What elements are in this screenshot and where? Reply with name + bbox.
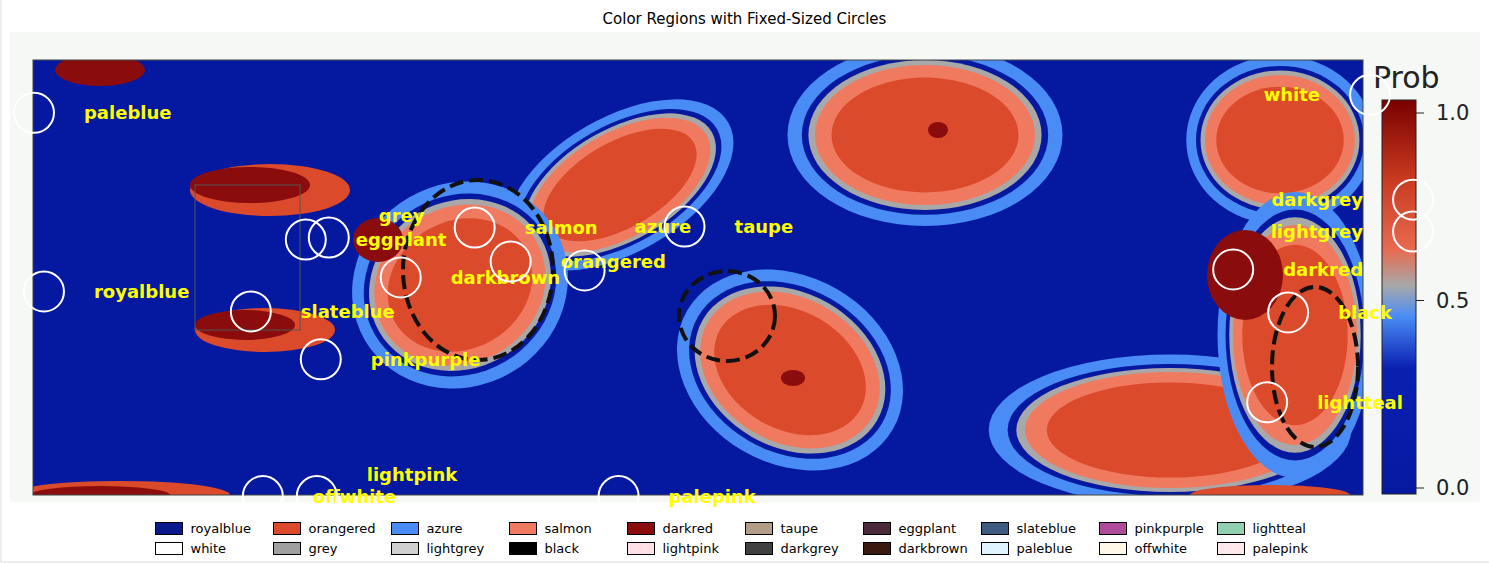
svg-text:darkbrown: darkbrown [451,267,560,288]
html-text:royalblue: royalblue [190,520,251,536]
svg-text:1.0: 1.0 [1436,101,1469,125]
html-text:taupe: taupe [780,520,819,536]
svg-text:0.0: 0.0 [1436,476,1469,500]
html-text:darkred: darkred [662,520,713,536]
html-text:grey: grey [308,540,338,556]
svg-text:lightpink: lightpink [367,464,459,485]
svg-text:darkred: darkred [1283,259,1363,280]
html-text:slateblue: slateblue [1016,520,1077,536]
html-text:azure: azure [426,520,463,536]
html-text:orangered: orangered [308,520,376,536]
html-text:darkbrown: darkbrown [898,540,968,556]
svg-text:Prob: Prob [1373,60,1440,95]
html-text:white: white [190,540,227,556]
html-text:lightpink: lightpink [662,540,719,556]
svg-text:royalblue: royalblue [94,281,189,302]
svg-text:lightgrey: lightgrey [1271,221,1364,242]
svg-text:salmon: salmon [525,217,598,238]
svg-text:0.5: 0.5 [1436,289,1469,313]
html-text:eggplant: eggplant [898,520,957,536]
html-text:lightgrey: lightgrey [426,540,485,556]
html-text:salmon: salmon [544,520,592,536]
svg-text:azure: azure [635,216,692,237]
svg-text:palepink: palepink [669,486,757,507]
svg-text:orangered: orangered [561,251,666,272]
svg-text:darkgrey: darkgrey [1271,189,1363,210]
html-text:paleblue: paleblue [1016,540,1073,556]
svg-text:black: black [1338,302,1393,323]
svg-text:taupe: taupe [735,216,794,237]
html-text:palepink: palepink [1252,540,1308,556]
svg-text:offwhite: offwhite [313,486,396,507]
svg-text:pinkpurple: pinkpurple [371,349,481,370]
svg-text:eggplant: eggplant [356,229,447,250]
svg-text:lightteal: lightteal [1317,392,1403,413]
svg-text:grey: grey [379,205,425,226]
html-text:offwhite: offwhite [1134,540,1187,556]
html-text:darkgrey: darkgrey [780,540,839,556]
html-text:lightteal: lightteal [1252,520,1306,536]
svg-text:Color Regions with Fixed-Sized: Color Regions with Fixed-Sized Circles [603,10,887,28]
svg-text:white: white [1264,84,1320,105]
svg-text:paleblue: paleblue [84,102,172,123]
html-text:black: black [544,540,579,556]
svg-text:slateblue: slateblue [301,301,395,322]
html-text:pinkpurple: pinkpurple [1134,520,1204,536]
